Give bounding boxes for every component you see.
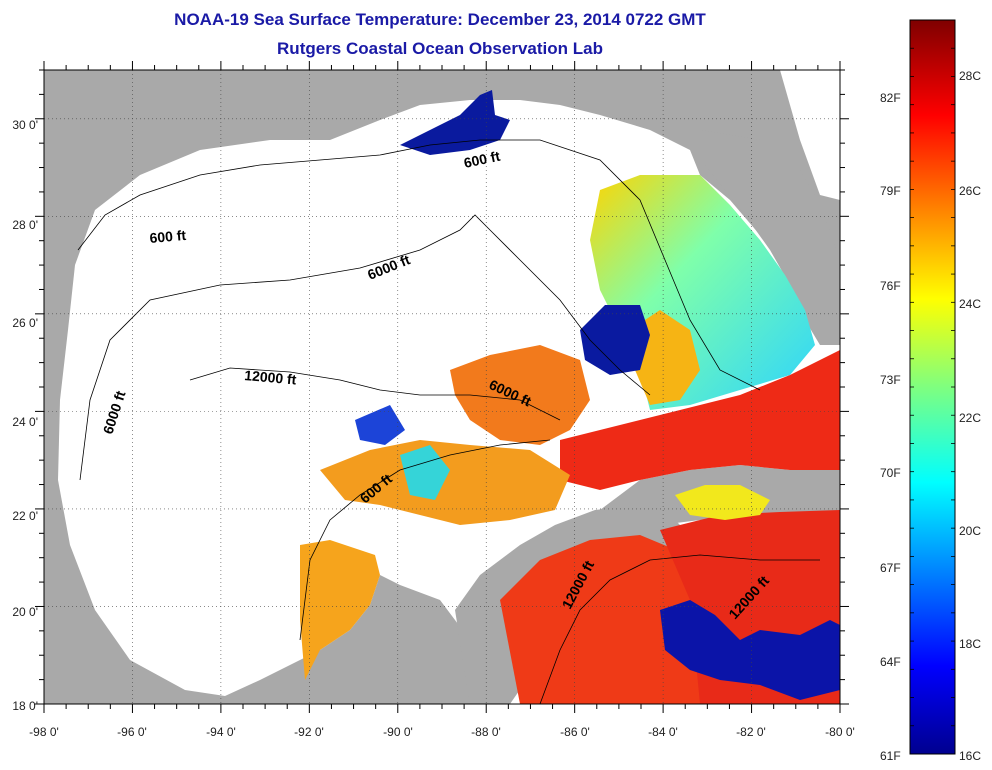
colorbar-f-label: 76F [880, 279, 901, 293]
latitude-labels: 30 0' 28 0' 26 0' 24 0' 22 0' 20 0' 18 0… [12, 118, 38, 713]
florida-peninsula [700, 130, 840, 345]
lon-label: -84 0' [648, 725, 678, 739]
lon-label: -86 0' [560, 725, 590, 739]
colorbar-f-label: 82F [880, 91, 901, 105]
lat-label: 22 0' [12, 509, 38, 523]
contour-600ft-mexico [299, 439, 551, 641]
lon-label: -88 0' [471, 725, 501, 739]
lon-label: -92 0' [294, 725, 324, 739]
map-gridlines [44, 70, 840, 704]
sst-florida-current [560, 350, 840, 490]
lon-label: -98 0' [29, 725, 59, 739]
colorbar-f-label: 64F [880, 655, 901, 669]
colorbar-c-label: 26C [959, 184, 981, 198]
lon-label: -94 0' [206, 725, 236, 739]
lon-label: -96 0' [117, 725, 147, 739]
lat-label: 18 0' [12, 699, 38, 713]
contour-12000ft [189, 367, 561, 421]
contour-label: 600 ft [149, 227, 187, 246]
colorbar-ticks [910, 47, 955, 727]
colorbar-f-label: 67F [880, 561, 901, 575]
sst-central-patches [450, 345, 590, 445]
lat-label: 30 0' [12, 118, 38, 132]
lon-label: -90 0' [383, 725, 413, 739]
lat-label: 26 0' [12, 316, 38, 330]
colorbar-c-label: 18C [959, 637, 981, 651]
colorbar-c-label: 22C [959, 411, 981, 425]
atlantic-water [780, 70, 840, 200]
map-plot-area [44, 70, 840, 704]
longitude-labels: -98 0' -96 0' -94 0' -92 0' -90 0' -88 0… [29, 725, 855, 739]
sst-mississippi-plume [400, 90, 510, 155]
contour-label: 12000 ft [244, 367, 298, 388]
sst-cold-patch-center [580, 305, 650, 375]
colorbar-c-label: 20C [959, 524, 981, 538]
sst-central-south [320, 440, 570, 525]
contour-label: 600 ft [462, 148, 501, 171]
colorbar-c-label: 24C [959, 297, 981, 311]
map-ticks [35, 61, 849, 713]
map-title: NOAA-19 Sea Surface Temperature: Decembe… [174, 10, 706, 29]
sst-blue-streaks [355, 405, 405, 445]
contour-6000ft [79, 214, 651, 481]
lon-label: -80 0' [825, 725, 855, 739]
colorbar-gradient [909, 19, 956, 755]
sst-cold-patch-1 [660, 600, 840, 700]
colorbar-f-label: 73F [880, 373, 901, 387]
colorbar-f-label: 79F [880, 184, 901, 198]
colorbar-f-label: 61F [880, 749, 901, 763]
contour-12000ft-caribbean [539, 554, 820, 704]
sst-caribbean-west [500, 535, 700, 704]
colorbar-c-label: 16C [959, 749, 981, 763]
colorbar-f-label: 70F [880, 466, 901, 480]
lat-label: 28 0' [12, 218, 38, 232]
map-subtitle: Rutgers Coastal Ocean Observation Lab [277, 39, 603, 58]
lat-label: 24 0' [12, 415, 38, 429]
contour-600ft-shelf [77, 139, 761, 391]
colorbar: 82F 79F 76F 73F 70F 67F 64F 61F 28C 26C … [880, 19, 981, 763]
sst-warm-yellow-patch [675, 485, 770, 520]
lat-label: 20 0' [12, 605, 38, 619]
sst-campeche-data [300, 540, 380, 680]
lon-label: -82 0' [736, 725, 766, 739]
colorbar-c-label: 28C [959, 69, 981, 83]
